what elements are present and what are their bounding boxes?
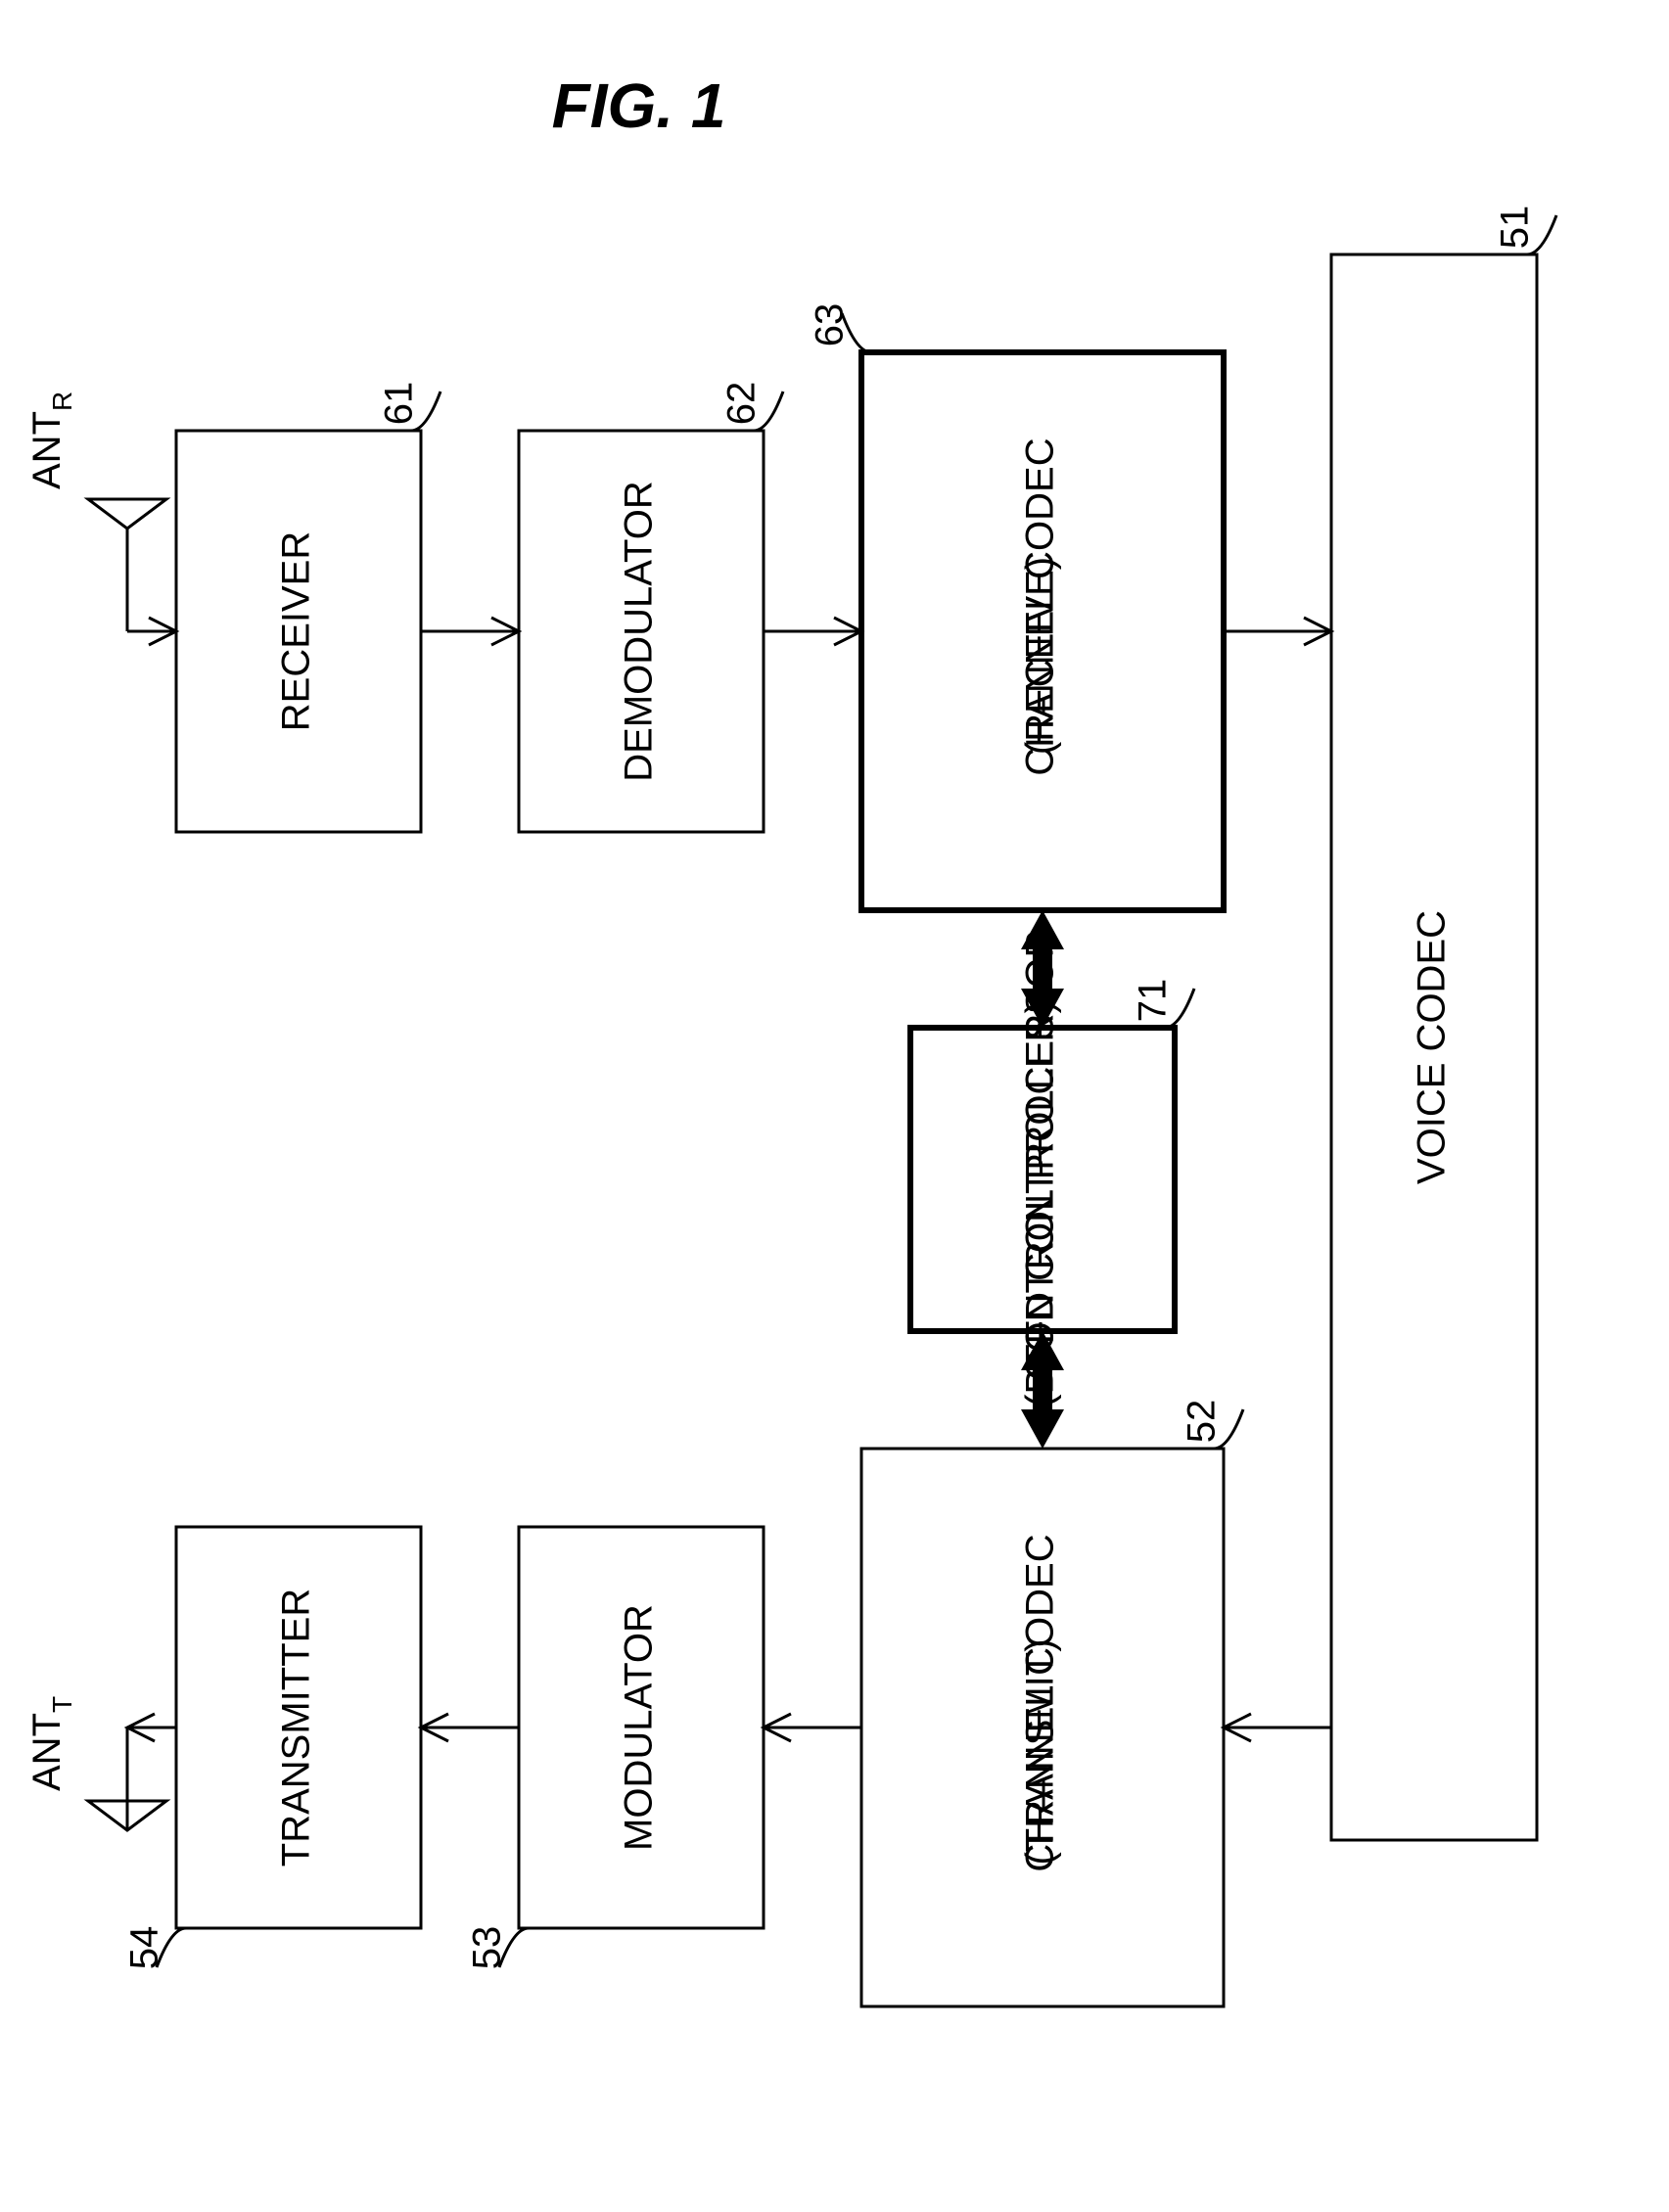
ch_tx-label-1: (TRANSMIT)	[1019, 1638, 1062, 1865]
receiver-ref: 61	[378, 382, 421, 426]
antenna-icon	[88, 499, 166, 529]
demod-label-0: DEMODULATOR	[618, 481, 661, 781]
demod-ref: 62	[720, 382, 764, 426]
ch_rx-ref: 63	[809, 303, 852, 347]
antenna-label: ANTT	[25, 1696, 77, 1791]
voice-ref: 51	[1494, 206, 1537, 250]
voice-label-0: VOICE CODEC	[1411, 910, 1454, 1184]
tx-label-0: TRANSMITTER	[275, 1589, 318, 1866]
ch_tx-ref: 52	[1181, 1400, 1224, 1444]
receiver-label-0: RECEIVER	[275, 531, 318, 732]
block-diagram: FIG. 1RECEIVER61DEMODULATOR62CHANNEL COD…	[0, 0, 1669, 2212]
svg-text:ANTR: ANTR	[25, 392, 77, 489]
ch_rx-label-1: (RECEIVE)	[1019, 557, 1062, 755]
ctrl-ref: 71	[1132, 979, 1175, 1023]
antenna-label: ANTR	[25, 392, 77, 489]
svg-text:ANTT: ANTT	[25, 1696, 77, 1791]
mod-label-0: MODULATOR	[618, 1604, 661, 1851]
figure-title: FIG. 1	[552, 70, 726, 141]
